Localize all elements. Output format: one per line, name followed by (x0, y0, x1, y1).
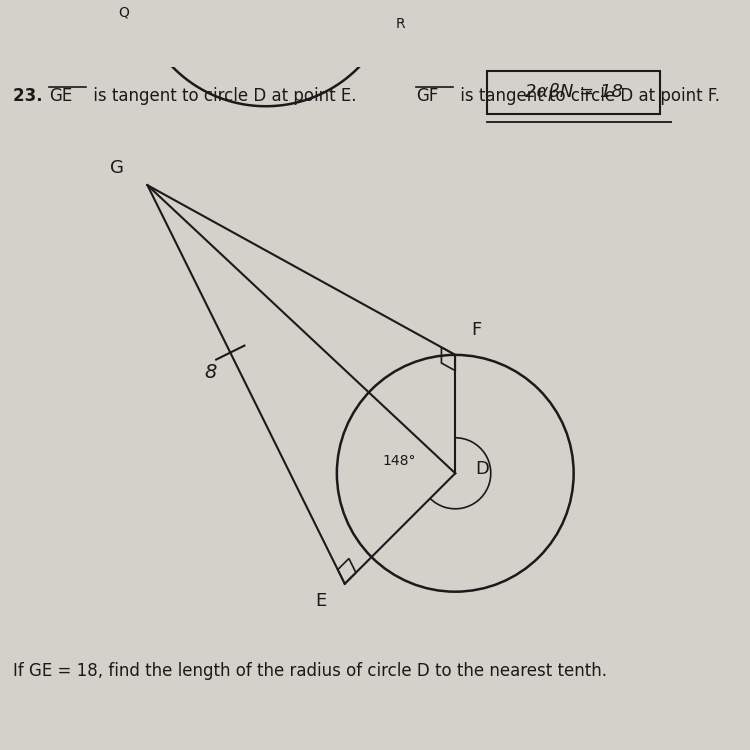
Text: G: G (110, 159, 124, 177)
Text: 148°: 148° (382, 454, 416, 469)
Text: 8: 8 (205, 363, 217, 382)
Text: is tangent to circle D at point E.: is tangent to circle D at point E. (88, 88, 362, 106)
Text: E: E (316, 592, 327, 610)
Text: If GE = 18, find the length of the radius of circle D to the nearest tenth.: If GE = 18, find the length of the radiu… (13, 662, 608, 680)
Text: F: F (471, 321, 482, 339)
Text: D: D (475, 460, 489, 478)
Text: Q: Q (118, 5, 129, 20)
Text: 2αβN = 18: 2αβN = 18 (525, 83, 622, 101)
Text: GF: GF (416, 88, 438, 106)
Text: is tangent to circle D at point F.: is tangent to circle D at point F. (455, 88, 720, 106)
Text: GE: GE (49, 88, 72, 106)
Text: 23.: 23. (13, 88, 49, 106)
Text: R: R (396, 17, 406, 32)
